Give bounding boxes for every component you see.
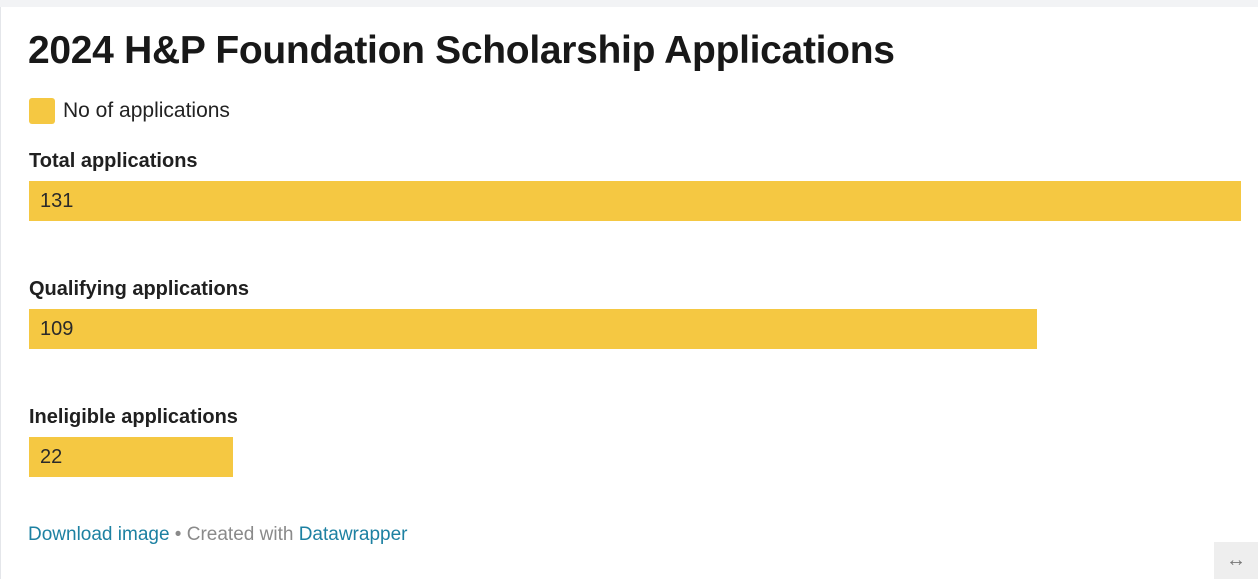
bar — [29, 437, 233, 477]
bar-label: Total applications — [29, 150, 198, 172]
download-image-link[interactable]: Download image — [28, 524, 170, 545]
footer-separator: • — [169, 524, 187, 545]
chart-container: 2024 H&P Foundation Scholarship Applicat… — [0, 7, 1258, 579]
datawrapper-link[interactable]: Datawrapper — [298, 524, 408, 545]
chart-title: 2024 H&P Foundation Scholarship Applicat… — [28, 29, 895, 72]
bar-label: Qualifying applications — [29, 278, 250, 300]
bar-value-label: 22 — [40, 446, 63, 468]
bar-label: Ineligible applications — [29, 406, 238, 428]
bar-value-label: 131 — [40, 190, 74, 212]
legend-label: No of applications — [63, 99, 230, 122]
resize-handle-icon[interactable]: ↔ — [1214, 542, 1258, 579]
bar — [29, 309, 1037, 349]
legend-swatch — [29, 98, 55, 124]
bar-track: 109 — [29, 309, 1241, 349]
footer: Download image • Created with Datawrappe… — [28, 524, 407, 546]
bar — [29, 181, 1241, 221]
legend: No of applications — [29, 97, 230, 125]
bar-track: 22 — [29, 437, 1241, 477]
created-with-text: Created with — [186, 524, 299, 545]
bar-value-label: 109 — [40, 318, 74, 340]
bar-track: 131 — [29, 181, 1241, 221]
